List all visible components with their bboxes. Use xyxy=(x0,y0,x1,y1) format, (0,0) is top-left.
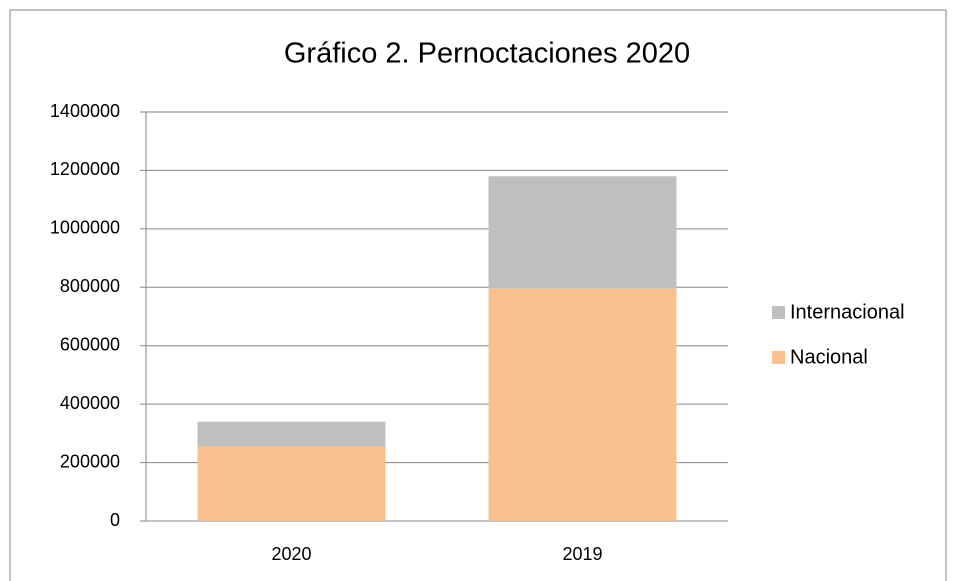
y-tick-label: 1000000 xyxy=(50,218,120,238)
y-tick-label: 200000 xyxy=(60,451,120,471)
y-tick-label: 800000 xyxy=(60,276,120,296)
x-tick-label: 2019 xyxy=(562,544,602,564)
x-tick-label: 2020 xyxy=(271,544,311,564)
chart-border xyxy=(9,9,947,581)
legend-swatch xyxy=(772,306,785,319)
y-tick-label: 1400000 xyxy=(50,101,120,121)
chart-title: Gráfico 2. Pernoctaciones 2020 xyxy=(284,38,690,70)
bar-segment xyxy=(488,176,677,289)
bar-segment xyxy=(197,446,386,521)
y-tick-label: 600000 xyxy=(60,334,120,354)
bar-segment xyxy=(197,421,386,447)
legend-label: Nacional xyxy=(790,346,868,368)
y-tick-label: 400000 xyxy=(60,393,120,413)
legend-label: Internacional xyxy=(790,301,905,323)
legend-swatch xyxy=(772,351,785,364)
y-tick-label: 1200000 xyxy=(50,159,120,179)
y-tick-label: 0 xyxy=(110,510,120,530)
bar-segment xyxy=(488,288,677,521)
